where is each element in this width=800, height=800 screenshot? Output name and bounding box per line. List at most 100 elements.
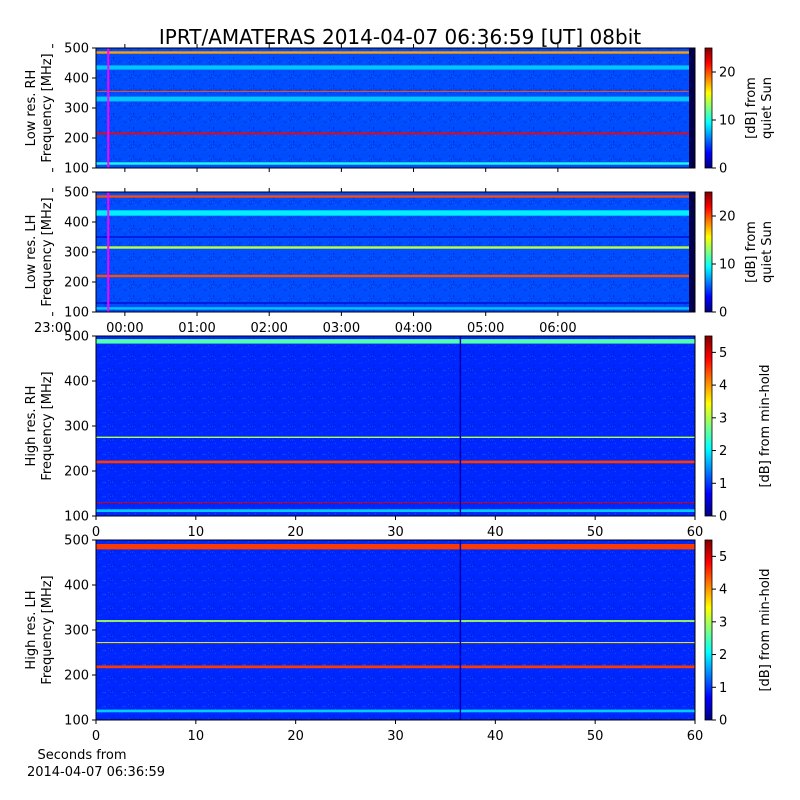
colorbar-label-line1: [dB] from bbox=[744, 77, 759, 139]
y-tick-label: 200 bbox=[64, 465, 89, 480]
colorbar-tick-label: 0 bbox=[719, 306, 727, 321]
frequency-band bbox=[96, 96, 695, 102]
x-tick-label: 01:00 bbox=[178, 321, 215, 336]
frequency-band bbox=[96, 51, 695, 54]
x-tick-label: 30 bbox=[387, 729, 404, 744]
colorbar-tick-label: 0 bbox=[719, 714, 727, 729]
y-tick-label: 400 bbox=[64, 72, 89, 87]
y-axis-label-line1: High res. LH bbox=[24, 590, 39, 669]
colorbar-label-line1: [dB] from min-hold bbox=[758, 568, 773, 691]
colorbar-label-line1: [dB] from min-hold bbox=[758, 364, 773, 487]
heatmap-area bbox=[96, 192, 695, 312]
x-tick-label: 10 bbox=[188, 525, 205, 540]
y-tick-label: 200 bbox=[64, 669, 89, 684]
frequency-band bbox=[96, 709, 695, 713]
no-data-region bbox=[689, 48, 695, 168]
colorbar-tick-label: 20 bbox=[719, 210, 736, 225]
figure-title: IPRT/AMATERAS 2014-04-07 06:36:59 [UT] 0… bbox=[159, 25, 641, 49]
frequency-band bbox=[96, 620, 695, 622]
y-axis-label-line2: Frequency [MHz] bbox=[40, 575, 55, 684]
frequency-band bbox=[96, 665, 695, 669]
x-tick-label: 23:00 bbox=[34, 321, 71, 336]
x-tick-label: 0 bbox=[92, 525, 100, 540]
colorbar bbox=[704, 191, 713, 313]
colorbar-tick-label: 5 bbox=[719, 550, 727, 565]
y-tick-label: 500 bbox=[64, 330, 89, 345]
frequency-band bbox=[96, 307, 695, 310]
y-tick-label: 500 bbox=[64, 534, 89, 549]
x-tick-label: 30 bbox=[387, 525, 404, 540]
x-tick-label: 03:00 bbox=[323, 321, 360, 336]
y-axis-label-line1: Low res. RH bbox=[24, 70, 39, 147]
colorbar-tick-label: 20 bbox=[719, 66, 736, 81]
heatmap-noise bbox=[96, 192, 695, 312]
x-tick-label: 20 bbox=[287, 525, 304, 540]
frequency-band bbox=[96, 65, 695, 70]
colorbar bbox=[704, 47, 713, 169]
colorbar bbox=[704, 539, 713, 721]
frequency-band bbox=[96, 132, 695, 135]
colorbar-tick-label: 1 bbox=[719, 477, 727, 492]
frequency-band bbox=[96, 162, 695, 165]
heatmap-noise bbox=[96, 336, 695, 516]
colorbar-tick-label: 0 bbox=[719, 510, 727, 525]
y-tick-label: 400 bbox=[64, 375, 89, 390]
frequency-band bbox=[96, 210, 695, 216]
colorbar-tick-label: 3 bbox=[719, 615, 727, 630]
x-tick-label: 0 bbox=[92, 729, 100, 744]
colorbar-tick-label: 4 bbox=[719, 583, 727, 598]
frequency-band bbox=[96, 436, 695, 438]
heatmap-area bbox=[96, 48, 695, 168]
colorbar-label-line2: quiet Sun bbox=[760, 77, 775, 139]
x-tick-label: 50 bbox=[587, 525, 604, 540]
y-tick-label: 100 bbox=[64, 306, 89, 321]
x-axis-label-line2: 2014-04-07 06:36:59 bbox=[27, 765, 165, 780]
colorbar-tick-label: 10 bbox=[719, 258, 736, 273]
y-tick-label: 200 bbox=[64, 276, 89, 291]
y-tick-label: 200 bbox=[64, 132, 89, 147]
y-tick-label: 400 bbox=[64, 216, 89, 231]
heatmap-area bbox=[96, 336, 695, 516]
frequency-band bbox=[96, 91, 695, 92]
colorbar-tick-label: 1 bbox=[719, 681, 727, 696]
heatmap-area bbox=[96, 540, 695, 720]
x-tick-label: 40 bbox=[487, 525, 504, 540]
colorbar-tick-label: 2 bbox=[719, 648, 727, 663]
x-tick-label: 50 bbox=[587, 729, 604, 744]
x-tick-label: 00:00 bbox=[106, 321, 143, 336]
y-axis-label-line1: High res. RH bbox=[24, 386, 39, 467]
y-tick-label: 300 bbox=[64, 246, 89, 261]
x-tick-label: 02:00 bbox=[250, 321, 287, 336]
x-tick-label: 06:00 bbox=[539, 321, 576, 336]
y-tick-label: 300 bbox=[64, 624, 89, 639]
x-tick-label: 10 bbox=[188, 729, 205, 744]
frequency-band bbox=[96, 460, 695, 464]
x-axis-label-line1: Seconds from bbox=[37, 748, 126, 763]
frequency-band bbox=[96, 339, 695, 344]
colorbar-label-line1: [dB] from bbox=[744, 221, 759, 283]
colorbar-tick-label: 2 bbox=[719, 444, 727, 459]
colorbar-tick-label: 10 bbox=[719, 114, 736, 129]
frequency-band bbox=[96, 246, 695, 249]
colorbar-tick-label: 4 bbox=[719, 379, 727, 394]
colorbar-tick-label: 5 bbox=[719, 346, 727, 361]
x-tick-label: 40 bbox=[487, 729, 504, 744]
frequency-band bbox=[96, 195, 695, 198]
y-axis-label-line2: Frequency [MHz] bbox=[40, 371, 55, 480]
colorbar-tick-label: 0 bbox=[719, 162, 727, 177]
frequency-band bbox=[96, 274, 695, 278]
colorbar bbox=[704, 335, 713, 517]
x-tick-label: 20 bbox=[287, 729, 304, 744]
frequency-band bbox=[96, 642, 695, 644]
y-tick-label: 100 bbox=[64, 162, 89, 177]
colorbar-label-line2: quiet Sun bbox=[760, 221, 775, 283]
x-tick-label: 04:00 bbox=[395, 321, 432, 336]
frequency-band bbox=[96, 509, 695, 512]
y-tick-label: 500 bbox=[64, 42, 89, 57]
frequency-band bbox=[96, 236, 695, 238]
x-tick-label: 05:00 bbox=[467, 321, 504, 336]
heatmap-noise bbox=[96, 540, 695, 720]
y-tick-label: 300 bbox=[64, 102, 89, 117]
frequency-band bbox=[96, 302, 695, 304]
